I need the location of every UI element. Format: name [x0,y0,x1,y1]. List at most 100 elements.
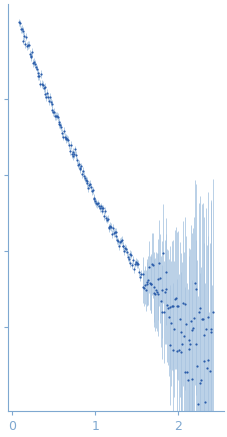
Point [152,284,156,291]
Point [202,357,205,364]
Point [154,289,158,296]
Point [141,270,145,277]
Point [206,435,210,437]
Point [69,150,73,157]
Point [208,326,212,333]
Point [78,166,82,173]
Point [153,291,156,298]
Point [19,26,22,33]
Point [128,260,132,267]
Point [168,304,171,311]
Point [146,264,150,271]
Point [187,346,190,353]
Point [41,82,44,89]
Point [201,331,205,338]
Point [98,205,101,212]
Point [51,109,55,116]
Point [148,281,152,288]
Point [186,336,190,343]
Point [35,65,38,72]
Point [189,326,193,333]
Point [142,284,145,291]
Point [38,80,42,87]
Point [64,135,67,142]
Point [81,167,84,174]
Point [164,285,168,292]
Point [49,99,52,106]
Point [174,347,178,354]
Point [93,198,97,205]
Point [116,238,119,245]
Point [133,259,137,266]
Point [117,243,120,250]
Point [143,287,147,294]
Point [121,242,125,249]
Point [27,41,30,48]
Point [25,42,29,49]
Point [159,309,163,316]
Point [66,136,70,143]
Point [115,236,118,243]
Point [143,281,146,288]
Point [83,175,86,182]
Point [100,205,104,212]
Point [37,73,41,80]
Point [84,177,88,184]
Point [76,161,79,168]
Point [200,316,204,323]
Point [68,148,72,155]
Point [151,262,154,269]
Point [118,237,122,244]
Point [202,399,206,406]
Point [155,276,159,283]
Point [131,266,135,273]
Point [101,205,105,212]
Point [73,146,77,153]
Point [203,326,207,333]
Point [50,106,54,113]
Point [140,284,144,291]
Point [129,251,133,258]
Point [69,142,72,149]
Point [99,207,103,214]
Point [162,288,166,295]
Point [49,101,53,108]
Point [120,243,124,250]
Point [45,90,49,97]
Point [179,349,183,356]
Point [98,203,102,210]
Point [44,94,48,101]
Point [118,238,121,245]
Point [76,160,80,167]
Point [62,127,65,134]
Point [112,229,116,236]
Point [138,271,142,277]
Point [165,302,168,309]
Point [205,357,208,364]
Point [138,273,141,280]
Point [151,290,155,297]
Point [53,113,57,120]
Point [24,33,28,40]
Point [108,222,112,229]
Point [111,229,115,236]
Point [64,135,68,142]
Point [96,200,99,207]
Point [173,295,177,302]
Point [178,328,182,335]
Point [190,375,193,382]
Point [206,314,209,321]
Point [23,40,27,47]
Point [135,259,139,266]
Point [92,195,96,202]
Point [46,93,50,100]
Point [210,413,213,420]
Point [204,364,208,371]
Point [165,305,169,312]
Point [147,279,151,286]
Point [61,133,64,140]
Point [109,224,112,231]
Point [75,157,79,164]
Point [52,108,56,115]
Point [124,246,127,253]
